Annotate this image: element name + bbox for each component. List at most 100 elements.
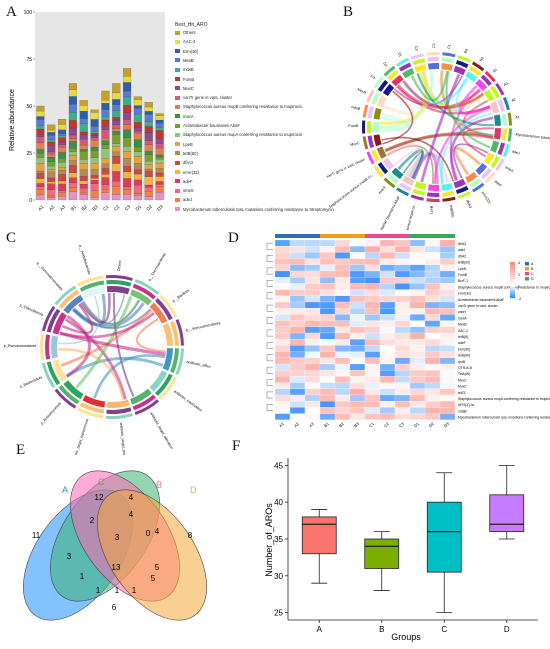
heatmap-cell: [364, 401, 381, 408]
heatmap-cell: [364, 363, 381, 371]
row-dendrogram: [266, 292, 273, 300]
bar-segment: [123, 178, 132, 187]
heatmap-cell: [349, 382, 366, 389]
heatmap-cell: [364, 270, 381, 278]
heatmap-cell: [379, 252, 396, 259]
heatmap-cell: [304, 301, 321, 309]
bar-segment: [47, 189, 56, 197]
venn-count: 4: [129, 493, 134, 502]
legend-label: Staphylococcus aureus mupB conferring re…: [183, 104, 303, 110]
heatmap-cell: [334, 401, 351, 408]
legend-swatch: [175, 207, 180, 212]
venn-count: 0: [146, 529, 151, 538]
ring-segment: [52, 359, 67, 382]
heatmap-cell: [304, 308, 321, 315]
ring-segment: [396, 57, 410, 67]
ring-segment: [106, 286, 130, 295]
heatmap-cell: [319, 394, 336, 402]
bar-segment: [58, 158, 67, 163]
group-annotation: [305, 234, 320, 238]
bar-segment: [101, 100, 110, 104]
heatmap-cell: [334, 258, 351, 265]
sector-label: D1: [397, 52, 403, 58]
heatmap-cell: [424, 258, 441, 265]
group-annotation: [290, 234, 305, 238]
heatmap-cell: [274, 277, 291, 284]
row-dendrogram: [266, 366, 273, 374]
sector-label: p_Bacteroidota: [19, 375, 43, 388]
x-tick-label: B: [379, 625, 384, 634]
sector-label: MexB: [357, 87, 368, 95]
column-label: A2: [293, 421, 301, 429]
bar-segment: [112, 194, 121, 201]
heatmap-cell: [319, 289, 336, 296]
legend-item: adeF: [175, 179, 193, 184]
heatmap-cell: [274, 357, 291, 365]
bar-segment: [47, 183, 56, 190]
bar-segment: [133, 169, 142, 175]
bar-segment: [90, 175, 99, 179]
heatmap-cell: [334, 308, 351, 315]
ring-segment: [475, 79, 488, 91]
chord-link: [71, 293, 107, 327]
bar-segment: [133, 108, 142, 115]
heatmap-cell: [319, 382, 336, 389]
bar-segment: [155, 137, 164, 144]
ring-segment: [82, 286, 106, 299]
legend-label: Staphylococcus aureus mupA conferring re…: [183, 132, 303, 138]
heatmap-cell: [349, 357, 366, 365]
legend-item: FomB: [175, 77, 194, 82]
ring-segment: [412, 188, 426, 196]
heatmap-cell: [319, 370, 336, 377]
heatmap-cell: [334, 370, 351, 377]
heatmap-cell: [319, 388, 336, 396]
bar-segment: [68, 177, 77, 183]
heatmap-cell: [439, 376, 456, 383]
sector-label: vanTr gene in vanL cluster: [326, 157, 367, 179]
group-legend-swatch: [525, 277, 529, 281]
heatmap-cell: [289, 239, 306, 247]
bar-segment: [68, 138, 77, 142]
column-label: B3: [353, 421, 361, 429]
ring-segment: [162, 323, 173, 346]
heatmap-cell: [304, 326, 321, 334]
heatmap-cell: [319, 277, 336, 284]
column-label: C1: [368, 421, 376, 429]
heatmap-cell: [289, 376, 306, 383]
sector-label: antibiotic_inactivation: [173, 389, 203, 412]
heatmap-cell: [439, 326, 456, 334]
heatmap-cell: [409, 413, 426, 420]
ring-segment: [371, 92, 380, 105]
bar-segment: [133, 151, 142, 157]
chord-link: [380, 71, 428, 125]
bar-segment: [68, 155, 77, 161]
heatmap-cell: [334, 388, 351, 396]
sector-label: p_Actinomycetota: [40, 401, 62, 425]
color-legend-step: [510, 287, 515, 289]
heatmap-cell: [334, 314, 351, 321]
ring-segment: [155, 373, 173, 396]
box: [301, 516, 337, 555]
ring-segment: [483, 152, 495, 165]
ring-segment: [497, 98, 506, 112]
chord-link: [80, 293, 111, 324]
heatmap-cell: [424, 283, 441, 290]
bar-segment: [155, 192, 164, 201]
heatmap-cell: [364, 370, 381, 377]
heatmap-cell: [349, 388, 366, 396]
color-legend-step: [510, 296, 515, 299]
ring-segment: [414, 181, 427, 190]
bar-segment: [101, 126, 110, 130]
column-label: D1: [413, 421, 421, 429]
heatmap-cell: [439, 308, 456, 315]
bar-segment: [58, 180, 67, 185]
bar-segment: [68, 89, 77, 97]
heatmap-cell: [364, 239, 381, 247]
bar-segment: [112, 119, 121, 125]
bar-segment: [79, 139, 88, 146]
heatmap-cell: [409, 357, 426, 365]
heatmap-cell: [334, 376, 351, 383]
group-annotation: [350, 234, 365, 238]
x-tick-label: D3: [156, 204, 164, 212]
ring-segment: [373, 121, 380, 133]
